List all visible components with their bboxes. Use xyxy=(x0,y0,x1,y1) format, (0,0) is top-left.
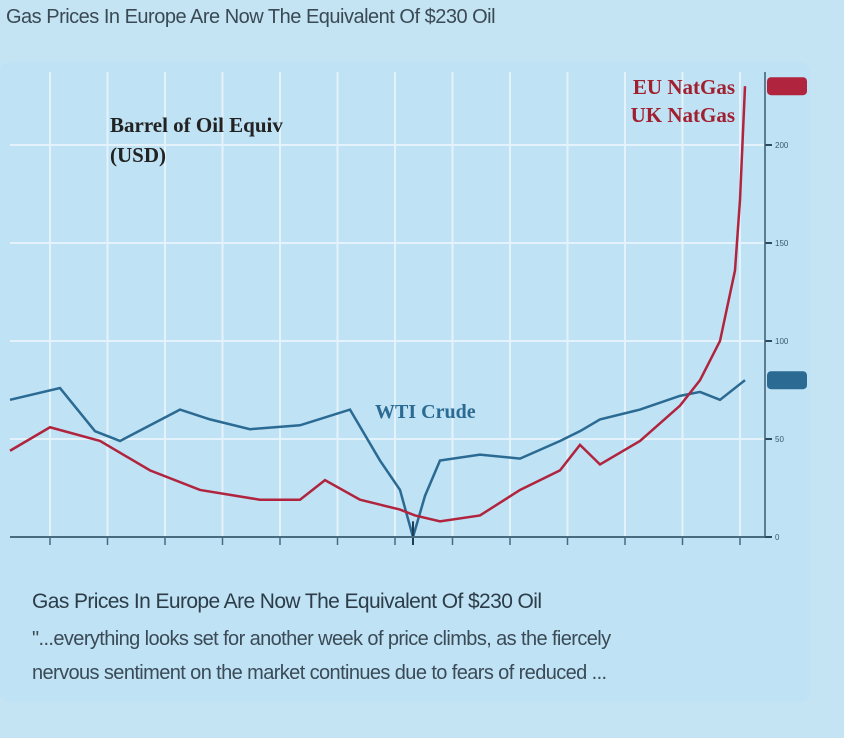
card-excerpt-line-1: "...everything looks set for another wee… xyxy=(32,628,611,650)
natgas-line xyxy=(9,86,747,523)
y-tick-label: 200 xyxy=(775,141,789,150)
chart-grid xyxy=(10,72,765,538)
y-tick-label: 150 xyxy=(775,239,789,248)
wti-last-value-tag xyxy=(767,371,807,390)
chart-subtitle: (USD) xyxy=(110,143,166,167)
y-tick-label: 100 xyxy=(775,337,789,346)
card-excerpt-line-2: nervous sentiment on the market continue… xyxy=(32,662,607,684)
link-preview-card[interactable] xyxy=(0,62,810,702)
natgas-last-value-tag xyxy=(767,77,807,96)
y-tick-label: 50 xyxy=(775,435,784,444)
y-tick-label: 0 xyxy=(775,533,780,542)
chart-axis: 0 50 100 150 200 xyxy=(10,72,807,545)
legend-eu-natgas: EU NatGas xyxy=(633,75,735,99)
card-title[interactable]: Gas Prices In Europe Are Now The Equival… xyxy=(32,590,542,613)
legend-uk-natgas: UK NatGas xyxy=(631,103,735,127)
chart-series xyxy=(9,86,747,545)
chart: 0 50 100 150 200 Barrel of Oil Equiv (USD) E… xyxy=(9,72,807,545)
page-title: Gas Prices In Europe Are Now The Equival… xyxy=(6,6,496,28)
wti-label: WTI Crude xyxy=(375,401,476,423)
chart-title: Barrel of Oil Equiv xyxy=(110,113,283,137)
